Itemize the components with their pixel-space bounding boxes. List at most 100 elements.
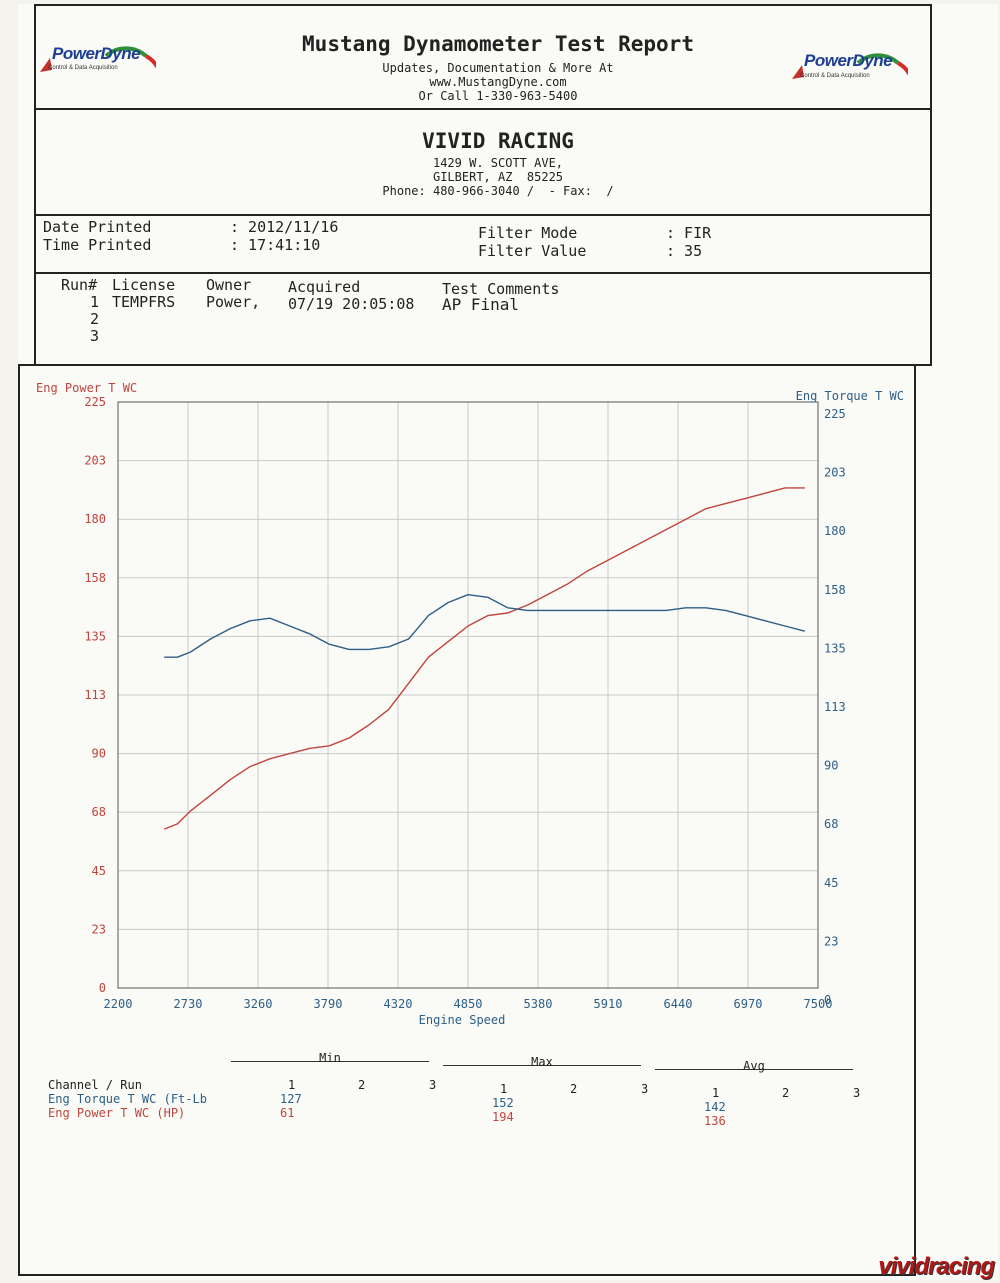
summary-group-avg: Avg xyxy=(743,1059,765,1073)
y-left-tick-label: 225 xyxy=(84,395,106,409)
shop-address-1: 1429 W. SCOTT AVE, xyxy=(432,156,564,170)
y-left-tick-label: 180 xyxy=(84,512,106,526)
summary-min-run-2: 2 xyxy=(358,1078,366,1092)
date-printed-label: Date Printed xyxy=(43,218,152,236)
run-1-number: 1 xyxy=(90,293,100,311)
summary-avg-run-3: 3 xyxy=(853,1086,861,1100)
summary-torque-min: 127 xyxy=(280,1092,302,1106)
summary-group-min: Min xyxy=(319,1051,341,1065)
y-right-tick-label: 113 xyxy=(824,700,846,714)
runs-header-license: License xyxy=(112,276,176,294)
x-tick-label: 6970 xyxy=(734,997,763,1011)
summary-torque-name: Eng Torque T WC (Ft-Lb xyxy=(48,1092,207,1106)
header-line-1: Updates, Documentation & More At xyxy=(382,61,614,75)
y-right-tick-label: 68 xyxy=(824,817,838,831)
logo-tagline: Control & Data Acquisition xyxy=(48,65,118,71)
y-left-tick-label: 90 xyxy=(92,747,106,761)
max-group-rule xyxy=(443,1065,641,1066)
y-left-tick-label: 68 xyxy=(92,805,106,819)
logo-text: PowerDyne xyxy=(804,51,893,70)
run-1-comments: AP Final xyxy=(442,295,520,314)
y-left-tick-label: 45 xyxy=(92,864,106,878)
run-3-number: 3 xyxy=(90,327,100,345)
summary-channel-header: Channel / Run xyxy=(48,1078,142,1092)
time-printed-value: : 17:41:10 xyxy=(230,236,321,254)
chart-axes xyxy=(117,401,819,989)
y-left-tick-label: 135 xyxy=(84,629,106,643)
chart-labels: 2200 2730 3260 3790 4320 4850 5380 5910 6440 6970… xyxy=(36,381,904,1027)
summary-min-run-1: 1 xyxy=(288,1078,296,1092)
y-right-tick-label: 203 xyxy=(824,466,846,480)
y-right-tick-label: 225 xyxy=(824,407,846,421)
x-tick-label: 2730 xyxy=(174,997,203,1011)
y-right-axis-title: Eng Torque T WC xyxy=(796,389,904,403)
shop-name: VIVID RACING xyxy=(422,129,574,153)
y-right-tick-label: 135 xyxy=(824,641,846,655)
y-left-tick-label: 0 xyxy=(99,981,106,995)
chart-lines xyxy=(163,487,805,830)
summary-min-run-3: 3 xyxy=(429,1078,437,1092)
x-tick-label: 4320 xyxy=(384,997,413,1011)
logo-right: PowerDyne Control & Data Acquisition xyxy=(788,47,912,97)
y-left-tick-label: 23 xyxy=(92,922,106,936)
shop-address-2: GILBERT, AZ 85225 xyxy=(432,170,564,184)
header-line-2: www.MustangDyne.com xyxy=(429,75,567,89)
run-1-acquired: 07/19 20:05:08 xyxy=(288,295,415,313)
summary-max-run-3: 3 xyxy=(641,1082,649,1096)
summary-power-min: 61 xyxy=(280,1106,295,1120)
summary-power-max: 194 xyxy=(492,1110,514,1124)
summary-avg-run-2: 2 xyxy=(782,1086,790,1100)
run-1-license: TEMPFRS xyxy=(112,293,176,311)
summary-avg-run-1: 1 xyxy=(712,1086,720,1100)
y-left-axis-title: Eng Power T WC xyxy=(36,381,137,395)
torque-line xyxy=(164,593,805,658)
dyno-chart: 2200 2730 3260 3790 4320 4850 5380 5910 6440 6970… xyxy=(36,381,904,1027)
y-right-tick-label: 45 xyxy=(824,876,838,890)
x-tick-label: 5380 xyxy=(524,997,553,1011)
x-tick-label: 3790 xyxy=(314,997,343,1011)
watermark-logo: vividracing xyxy=(878,1253,995,1280)
x-axis-title: Engine Speed xyxy=(419,1013,506,1027)
date-printed-value: : 2012/11/16 xyxy=(230,218,339,236)
runs-header-owner: Owner xyxy=(206,276,252,294)
y-right-tick-label: 158 xyxy=(824,583,846,597)
min-group-rule xyxy=(231,1061,429,1062)
summary-max-run-1: 1 xyxy=(500,1082,508,1096)
logo-left: PowerDyne Control & Data Acquisition xyxy=(36,34,160,84)
x-tick-label: 6440 xyxy=(664,997,693,1011)
x-tick-label: 5910 xyxy=(594,997,623,1011)
summary-max-run-2: 2 xyxy=(570,1082,578,1096)
chart-grid xyxy=(117,401,819,989)
runs-header-acquired: Acquired xyxy=(288,278,361,296)
chart-box xyxy=(18,364,916,1276)
y-left-tick-label: 203 xyxy=(84,454,106,468)
y-right-tick-label: 180 xyxy=(824,524,846,538)
logo-text: PowerDyne xyxy=(52,44,141,63)
report-title: Mustang Dynamometer Test Report xyxy=(302,32,694,56)
y-left-tick-label: 158 xyxy=(84,571,106,585)
x-tick-label: 4850 xyxy=(454,997,483,1011)
run-2-number: 2 xyxy=(90,310,100,328)
runs-header-run: Run# xyxy=(61,276,98,294)
avg-group-rule xyxy=(655,1069,853,1070)
report-sheet: PowerDyne Control & Data Acquisition Pow… xyxy=(18,4,998,1280)
y-right-tick-label: 90 xyxy=(824,759,838,773)
time-printed-label: Time Printed xyxy=(43,236,152,254)
filter-value-label: Filter Value xyxy=(478,242,587,260)
x-tick-label: 7500 xyxy=(804,997,833,1011)
summary-torque-max: 152 xyxy=(492,1096,514,1110)
header-line-3: Or Call 1-330-963-5400 xyxy=(418,89,578,103)
x-tick-label: 3260 xyxy=(244,997,273,1011)
y-right-tick-label: 23 xyxy=(824,934,838,948)
y-right-tick-label: 0 xyxy=(824,993,831,1007)
filter-mode-label: Filter Mode xyxy=(478,224,578,242)
summary-group-max: Max xyxy=(531,1055,553,1069)
x-tick-label: 2200 xyxy=(104,997,133,1011)
plot-border xyxy=(117,401,819,989)
filter-mode-value: : FIR xyxy=(666,224,712,242)
summary-power-name: Eng Power T WC (HP) xyxy=(48,1106,186,1120)
summary-torque-avg: 142 xyxy=(704,1100,726,1114)
run-1-owner: Power, xyxy=(206,293,261,311)
filter-value-value: : 35 xyxy=(666,242,703,260)
y-left-tick-label: 113 xyxy=(84,688,106,702)
